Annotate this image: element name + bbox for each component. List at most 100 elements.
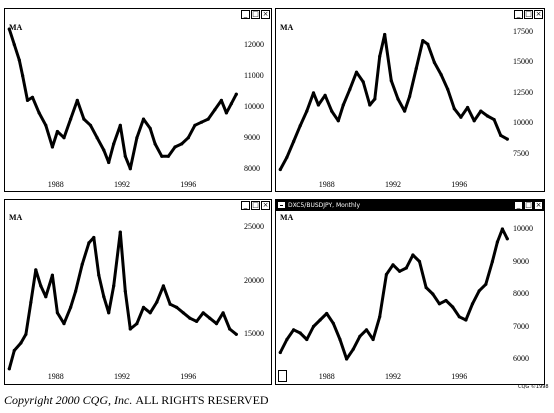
chart-3-point-5 [34, 268, 38, 272]
chart-4-point-11 [351, 347, 355, 351]
chart-1-point-12 [75, 98, 79, 102]
maximize-button[interactable]: □ [251, 201, 260, 210]
chart-2-point-12 [354, 70, 359, 74]
chart-3-point-18 [107, 311, 111, 315]
chart-1-point-35 [219, 98, 223, 102]
chart-2-y-tick: 12500 [513, 87, 533, 97]
chart-4-point-25 [444, 298, 448, 303]
chart-1-point-22 [135, 136, 139, 140]
chart-4-label: MA [280, 213, 294, 222]
chart-3-point-2 [19, 341, 23, 345]
minimize-button[interactable]: _ [514, 10, 523, 19]
maximize-button[interactable]: □ [251, 10, 260, 19]
chart-3-point-0 [7, 367, 11, 371]
chart-3-point-32 [195, 319, 199, 323]
chart-2-point-22 [414, 67, 418, 71]
chart-3-x-tick: 1992 [114, 372, 130, 381]
chart-1-point-33 [206, 117, 210, 121]
chart-3-point-21 [123, 289, 127, 293]
chart-2-x-tick: 1988 [318, 180, 335, 189]
chart-4-point-4 [305, 337, 309, 342]
close-button[interactable]: × [534, 10, 543, 19]
chart-pane-1[interactable]: _ □ × [4, 8, 272, 192]
chart-4-point-14 [371, 337, 375, 342]
chart-pane-2[interactable]: _ □ × [275, 8, 545, 192]
chart-4-x-tick: 1992 [385, 372, 401, 381]
chart-2-point-4 [305, 109, 309, 113]
chart-2-point-3 [298, 124, 302, 128]
chart-3-point-22 [128, 327, 132, 331]
chart-4-point-21 [417, 259, 422, 264]
chart-1-y-tick: 8000 [244, 163, 260, 173]
pane-2-titlebar[interactable]: _ □ × [276, 9, 544, 20]
chart-2-point-35 [499, 133, 503, 137]
chart-2-y-tick: 7500 [513, 148, 529, 158]
chart-1-point-9 [55, 129, 60, 134]
minimize-button[interactable]: _ [514, 201, 523, 210]
pane-4-window-controls: _ □ × [514, 201, 543, 210]
chart-1-y-tick: 10000 [244, 101, 264, 111]
chart-4-point-31 [484, 282, 488, 286]
chart-1-point-5 [30, 95, 35, 99]
chart-3-point-8 [50, 273, 55, 277]
chart-3-point-12 [74, 289, 78, 293]
chart-3-point-6 [39, 284, 43, 288]
chart-1-point-29 [180, 142, 184, 146]
chart-1-point-37 [229, 102, 233, 106]
chart-1-point-32 [199, 120, 204, 124]
chart-1-point-36 [224, 111, 228, 115]
close-button[interactable]: × [534, 201, 543, 210]
pane-3-titlebar[interactable]: _ □ × [5, 200, 271, 211]
chart-4-y-tick: 7000 [513, 321, 529, 331]
chart-2-y-tick: 15000 [513, 57, 533, 67]
chart-1-point-31 [193, 123, 197, 127]
chart-4-point-33 [495, 240, 499, 244]
maximize-button[interactable]: □ [524, 201, 533, 210]
minimize-button[interactable]: _ [241, 10, 250, 19]
chart-4-point-0 [278, 350, 282, 355]
chart-3-y-tick: 15000 [244, 329, 264, 339]
chart-4-point-35 [505, 237, 509, 241]
chart-3-point-37 [228, 327, 232, 331]
chart-3-point-36 [221, 311, 225, 315]
chart-3-point-14 [87, 241, 91, 245]
system-menu-button[interactable] [277, 201, 286, 209]
pane-1-titlebar[interactable]: _ □ × [5, 9, 271, 20]
chart-3-point-9 [55, 311, 60, 315]
chart-4-point-6 [318, 318, 322, 322]
chart-2-point-32 [479, 109, 483, 113]
chart-2-point-21 [408, 94, 412, 99]
chart-1-point-27 [166, 154, 170, 158]
chart-3-point-27 [161, 284, 165, 288]
minimize-button[interactable]: _ [241, 201, 250, 210]
close-button[interactable]: × [261, 10, 270, 19]
chart-4-point-7 [325, 311, 329, 316]
chart-2-point-31 [472, 119, 476, 123]
chart-2-point-13 [361, 80, 365, 84]
chart-3-point-4 [29, 300, 33, 304]
chart-4-y-tick: 10000 [513, 224, 533, 233]
chart-1-point-24 [148, 126, 152, 130]
pane-4-titlebar[interactable]: DXC5/BUSDJPY, Monthly _ □ × [276, 200, 544, 211]
chart-3-point-24 [141, 305, 146, 309]
chart-1-y-tick: 11000 [244, 70, 264, 80]
chart-2-point-19 [396, 97, 400, 101]
chart-4-point-30 [477, 289, 481, 293]
chart-4-series-line [278, 227, 509, 361]
chart-4-x-tick: 1988 [318, 372, 335, 381]
chart-1-point-8 [50, 145, 55, 149]
rights-text: ALL RIGHTS RESERVED [135, 393, 269, 407]
maximize-button[interactable]: □ [524, 10, 533, 19]
chart-1-point-16 [102, 148, 106, 152]
copyright-text: Copyright 2000 CQG, Inc. [4, 393, 133, 407]
chart-2-point-36 [505, 137, 509, 141]
chart-4-point-13 [364, 328, 369, 332]
chart-pane-4[interactable]: DXC5/BUSDJPY, Monthly _ □ × [275, 199, 545, 385]
chart-4-point-20 [411, 253, 415, 257]
close-button[interactable]: × [261, 201, 270, 210]
chart-3-point-13 [80, 262, 84, 266]
scroll-box[interactable] [278, 370, 287, 382]
